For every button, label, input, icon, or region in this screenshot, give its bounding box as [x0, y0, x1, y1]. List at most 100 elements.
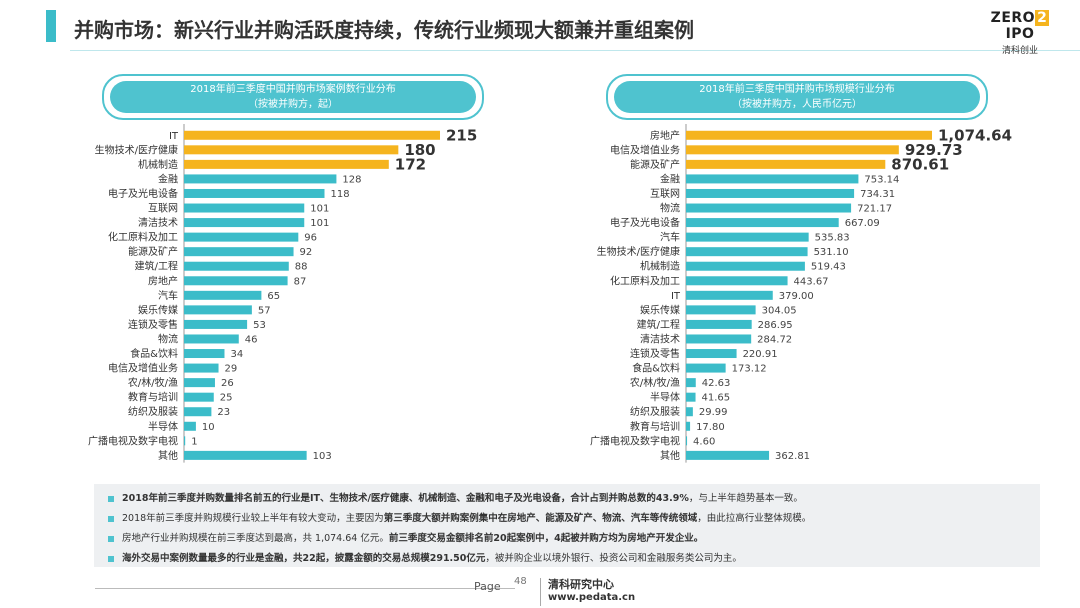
value-label-1: 215: [446, 126, 477, 144]
note-bullet: [108, 555, 114, 562]
bar-4: [686, 174, 859, 184]
footer-divider: [95, 588, 515, 589]
bar-6: [686, 203, 852, 213]
title-divider: [70, 50, 1080, 51]
bar-23: [686, 450, 770, 460]
value-label-14: 286.95: [758, 320, 793, 331]
bar-6: [184, 203, 305, 213]
value-label-9: 92: [300, 247, 313, 258]
value-label-9: 531.10: [814, 247, 849, 258]
notes-panel: 2018年前三季度并购数量排名前五的行业是IT、生物技术/医疗健康、机械制造、金…: [94, 484, 1040, 567]
value-label-11: 443.67: [794, 276, 829, 287]
category-label-4: 金融: [158, 172, 178, 185]
zero2ipo-logo: ZERO 2IPO 清科创业: [980, 10, 1060, 56]
value-label-10: 88: [295, 262, 308, 273]
value-label-16: 220.91: [743, 349, 778, 360]
value-label-20: 29.99: [699, 407, 728, 418]
bar-2: [686, 145, 899, 155]
left-chart-header: 2018年前三季度中国并购市场案例数行业分布 （按被并购方，起）: [102, 74, 484, 120]
page-title: 并购市场：新兴行业并购活跃度持续，传统行业频现大额兼并重组案例: [74, 18, 694, 42]
category-label-1: 房地产: [650, 129, 680, 142]
value-label-3: 172: [395, 155, 426, 173]
bar-9: [184, 247, 294, 257]
title-bar: 并购市场：新兴行业并购活跃度持续，传统行业频现大额兼并重组案例 ZERO 2IPO…: [0, 0, 1080, 56]
value-label-2: 180: [404, 141, 435, 159]
value-label-22: 4.60: [693, 436, 715, 447]
bar-15: [184, 334, 239, 344]
bar-14: [686, 319, 752, 329]
value-label-20: 23: [217, 407, 230, 418]
category-label-7: 清洁技术: [138, 216, 178, 229]
category-label-3: 机械制造: [138, 158, 178, 171]
right-chart-title-pill: 2018年前三季度中国并购市场规模行业分布 （按被并购方，人民币亿元）: [614, 81, 980, 113]
value-label-4: 128: [342, 174, 361, 185]
right-bar-chart: 房地产 1,074.64 电信及增值业务 929.73 能源及矿产 870.61 金融 753…: [590, 124, 1012, 463]
footer-separator: [540, 578, 541, 606]
category-label-14: 连锁及零售: [128, 318, 178, 331]
value-label-8: 96: [304, 233, 317, 244]
value-label-5: 734.31: [860, 189, 895, 200]
bar-23: [184, 450, 307, 460]
value-label-11: 87: [294, 276, 307, 287]
bar-7: [686, 218, 839, 228]
value-label-22: 1: [191, 436, 197, 447]
value-label-7: 667.09: [845, 218, 880, 229]
note-item: 2018年前三季度并购数量排名前五的行业是IT、生物技术/医疗健康、机械制造、金…: [108, 490, 803, 504]
value-label-12: 65: [267, 291, 280, 302]
bar-12: [184, 290, 262, 300]
value-label-7: 101: [310, 218, 329, 229]
bar-13: [184, 305, 252, 315]
category-label-13: 娱乐传媒: [138, 303, 178, 316]
right-chart-header: 2018年前三季度中国并购市场规模行业分布 （按被并购方，人民币亿元）: [606, 74, 988, 120]
value-label-12: 379.00: [779, 291, 814, 302]
value-label-15: 46: [245, 334, 258, 345]
value-label-2: 929.73: [905, 141, 963, 159]
bar-1: [686, 130, 932, 140]
category-label-22: 广播电视及数字电视: [88, 434, 178, 447]
bar-8: [686, 232, 809, 242]
category-label-10: 建筑/工程: [135, 260, 178, 273]
category-label-16: 食品&饮料: [130, 347, 178, 360]
bar-21: [184, 421, 196, 431]
bar-19: [184, 392, 214, 402]
bar-3: [184, 159, 389, 169]
category-label-15: 清洁技术: [640, 332, 680, 345]
bar-17: [686, 363, 726, 373]
left-bar-chart: IT 215 生物技术/医疗健康 180 机械制造 172 金融 128 电子及光电设备 118 互…: [88, 124, 477, 463]
category-label-5: 电子及光电设备: [108, 187, 178, 200]
logo-subtitle: 清科创业: [1001, 46, 1038, 56]
category-label-15: 物流: [158, 332, 178, 345]
category-label-21: 半导体: [148, 420, 178, 433]
value-label-15: 284.72: [757, 334, 792, 345]
value-label-23: 362.81: [775, 451, 810, 462]
value-label-6: 101: [310, 204, 329, 215]
page-label: Page: [474, 580, 501, 593]
category-label-8: 化工原料及加工: [108, 231, 178, 244]
category-label-4: 金融: [660, 172, 680, 185]
value-label-8: 535.83: [815, 233, 850, 244]
value-label-17: 173.12: [732, 364, 767, 375]
value-label-19: 41.65: [702, 393, 731, 404]
category-label-2: 电信及增值业务: [610, 143, 680, 156]
bar-5: [184, 188, 325, 198]
bar-7: [184, 218, 305, 228]
category-label-9: 生物技术/医疗健康: [597, 245, 680, 258]
bar-11: [686, 276, 788, 286]
bar-20: [686, 407, 693, 417]
value-label-21: 10: [202, 422, 215, 433]
value-label-6: 721.17: [857, 204, 892, 215]
bar-16: [686, 349, 737, 359]
category-label-17: 电信及增值业务: [108, 362, 178, 375]
value-label-16: 34: [230, 349, 243, 360]
bar-10: [686, 261, 805, 271]
bar-11: [184, 276, 288, 286]
category-label-12: 汽车: [158, 289, 178, 302]
bar-18: [686, 378, 696, 388]
category-label-16: 连锁及零售: [630, 347, 680, 360]
value-label-13: 57: [258, 305, 271, 316]
bar-13: [686, 305, 756, 315]
category-label-17: 食品&饮料: [632, 362, 680, 375]
category-label-1: IT: [169, 131, 179, 142]
value-label-13: 304.05: [762, 305, 797, 316]
category-label-6: 互联网: [148, 203, 178, 215]
